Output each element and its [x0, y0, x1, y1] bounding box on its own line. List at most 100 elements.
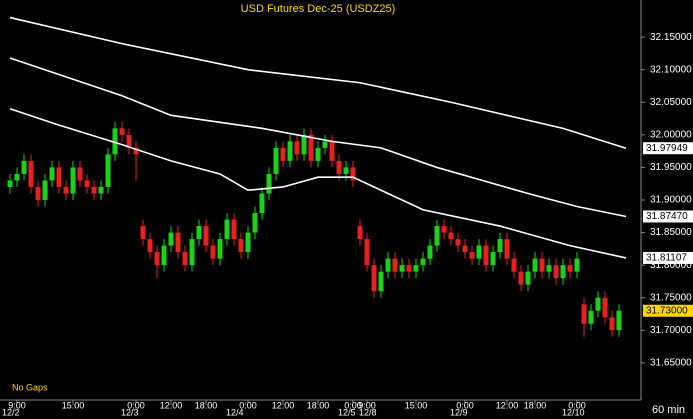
y-tick-label: 32.15000 [650, 32, 692, 43]
y-tick-label: 31.85000 [650, 227, 692, 238]
candle-body [161, 245, 167, 266]
date-label: 12/5 [338, 407, 356, 417]
candle-body [238, 239, 244, 253]
candle-body [154, 252, 160, 266]
candle-body [294, 141, 300, 155]
candle-body [49, 167, 55, 181]
x-tick-label: 0:00 [127, 400, 145, 410]
candle-body [84, 180, 90, 187]
moving-average-line [9, 57, 627, 218]
candle-body [133, 147, 139, 155]
x-tick-label: 18:00 [307, 400, 330, 410]
moving-average-line [9, 16, 627, 149]
y-tick-label: 31.70000 [650, 325, 692, 336]
candle-body [168, 232, 174, 246]
candle-body [126, 134, 132, 148]
candle-body [308, 134, 314, 161]
candle-body [455, 239, 461, 246]
candle-body [392, 258, 398, 272]
last-value-label: 31.81107 [646, 253, 687, 264]
candle-body [77, 167, 83, 181]
candle-body [301, 134, 307, 155]
candle-body [287, 141, 293, 161]
date-label: 12/3 [121, 407, 139, 417]
candle-body [609, 317, 615, 331]
last-close-label: 31.73000 [646, 305, 688, 316]
candle-body [196, 226, 202, 240]
candle-body [602, 297, 608, 318]
candle-body [357, 226, 363, 240]
candle-body [231, 219, 237, 240]
y-tick-label: 31.75000 [650, 292, 692, 303]
candle-body [448, 232, 454, 240]
candle-body [483, 245, 489, 266]
candle-body [434, 226, 440, 246]
candle-body [322, 141, 328, 148]
y-tick-label: 31.65000 [650, 358, 692, 369]
candle-body [119, 128, 125, 135]
candle-body [203, 226, 209, 246]
candle-body [406, 265, 412, 272]
candle-body [266, 173, 272, 194]
note: No Gaps [12, 382, 48, 392]
date-label: 12/9 [450, 407, 468, 417]
date-label: 12/10 [562, 407, 585, 417]
candle-body [217, 239, 223, 259]
candle-body [588, 310, 594, 324]
candle-body [525, 271, 531, 285]
candle-body [420, 258, 426, 266]
date-label: 12/4 [226, 407, 244, 417]
last-value-label: 31.97949 [646, 143, 688, 154]
candle-body [63, 186, 69, 194]
candle-body [595, 297, 601, 311]
x-tick-label: 12:00 [160, 400, 183, 410]
candle-body [259, 193, 265, 214]
candle-body [476, 245, 482, 259]
x-tick-label: 0:00 [344, 400, 362, 410]
y-tick-label: 31.90000 [650, 195, 692, 206]
x-tick-label: 0:00 [456, 400, 474, 410]
candle-body [581, 304, 587, 324]
candle-body [210, 245, 216, 259]
candle-body [14, 173, 20, 181]
candle-body [56, 167, 62, 187]
candle-body [385, 258, 391, 272]
candle-body [147, 239, 153, 253]
last-value-box [643, 142, 693, 155]
y-tick-label: 32.00000 [650, 129, 692, 140]
candle-body [35, 186, 41, 200]
x-tick-label: 9:00 [358, 400, 376, 410]
candle-body [371, 265, 377, 292]
candle-body [427, 245, 433, 259]
candle-body [189, 239, 195, 266]
candle-body [497, 239, 503, 253]
candle-body [469, 252, 475, 259]
last-close-box [643, 304, 693, 317]
last-value-box [643, 210, 693, 223]
candle-body [364, 239, 370, 266]
y-tick-label: 32.05000 [650, 97, 692, 108]
candle-body [532, 258, 538, 272]
x-tick-label: 18:00 [195, 400, 218, 410]
x-tick-label: 9:00 [8, 400, 26, 410]
moving-average-line [9, 108, 627, 259]
y-tick-label: 31.80000 [650, 260, 692, 271]
x-tick-label: 15:00 [405, 400, 428, 410]
candle-body [280, 147, 286, 161]
candle-body [413, 265, 419, 272]
chart-title: USD Futures Dec-25 (USDZ25) [241, 3, 396, 15]
last-value-label: 31.87470 [646, 211, 688, 222]
candle-body [42, 180, 48, 200]
candle-body [553, 265, 559, 279]
candle-body [574, 258, 580, 272]
candle-body [518, 271, 524, 285]
interval-label: 60 min [652, 404, 685, 416]
candle-body [343, 167, 349, 174]
candle-body [539, 258, 545, 272]
date-label: 12/2 [2, 407, 20, 417]
candle-body [98, 186, 104, 194]
candle-body [252, 213, 258, 233]
